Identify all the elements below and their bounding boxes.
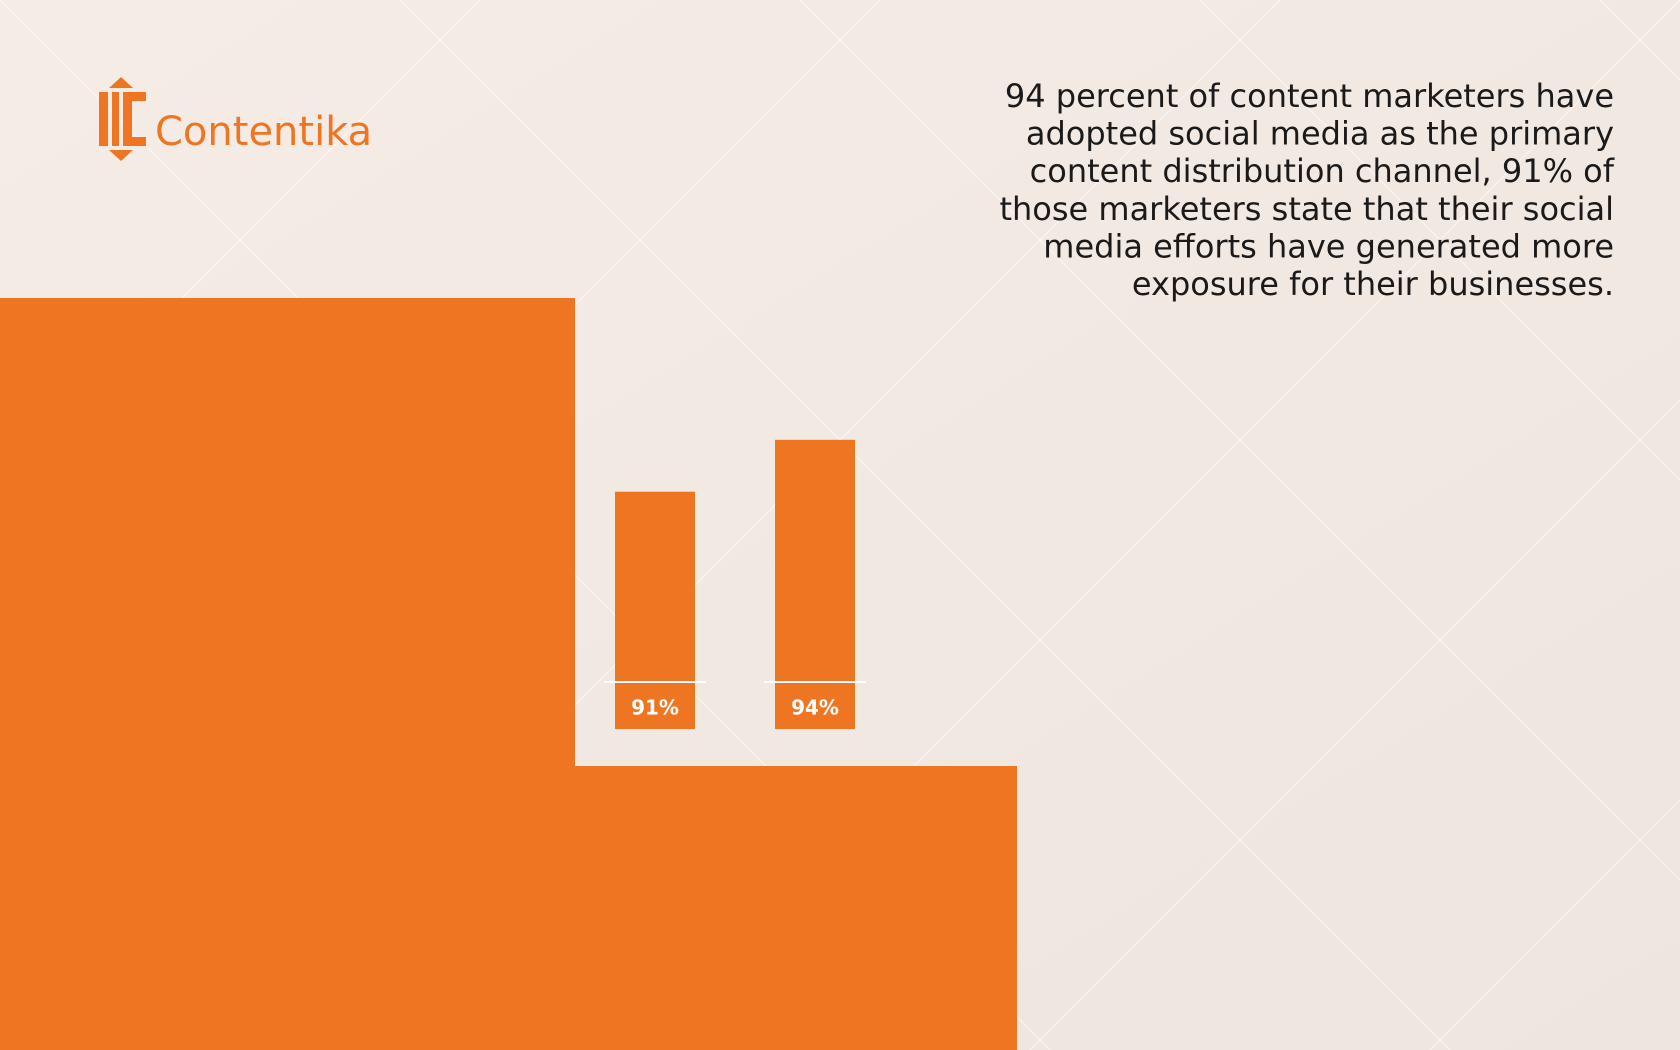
annotation-line: content distribution channel, 91% of	[1030, 152, 1615, 190]
chart: 94 percent of content marketers haveadop…	[604, 77, 1615, 729]
value-label: 94%	[791, 696, 839, 720]
logo-text: Contentika	[155, 109, 372, 155]
annotation-line: media efforts have generated more	[1043, 227, 1614, 265]
annotation-line: 94 percent of content marketers have	[1005, 77, 1614, 115]
bar	[615, 491, 695, 682]
annotation-line: adopted social media as the primary	[1026, 115, 1614, 153]
label-box	[775, 682, 855, 729]
annotation-line: exposure for their businesses.	[1132, 265, 1614, 303]
logo-icon	[99, 77, 146, 161]
annotation-line: those marketers state that their social	[999, 190, 1614, 228]
value-label: 91%	[631, 696, 679, 720]
label-box	[615, 682, 695, 729]
orange-block	[0, 298, 1017, 1050]
bar	[775, 439, 855, 682]
